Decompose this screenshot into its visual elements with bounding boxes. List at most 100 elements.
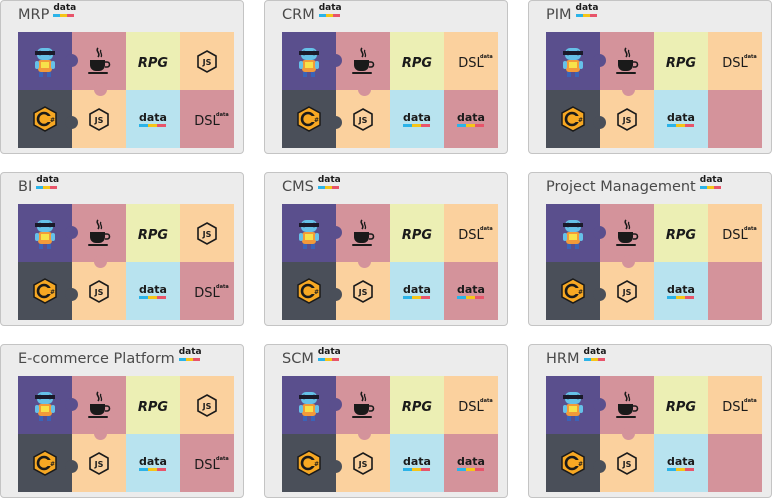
data-tile-logo: data	[667, 112, 695, 127]
puzzle-tile-java	[336, 376, 390, 440]
svg-text:#: #	[578, 117, 583, 124]
nodejs-icon: JS	[353, 107, 373, 131]
puzzle-tile-csharp: #	[546, 90, 606, 148]
data-logo-text: data	[317, 175, 341, 185]
puzzle-knob	[358, 83, 371, 96]
puzzle-knob	[94, 83, 107, 96]
puzzle-tile-mascot	[546, 204, 606, 262]
puzzle-card[interactable]: PIM data RPG DSL data # JS data	[528, 0, 772, 154]
puzzle-tile-empty	[702, 434, 762, 492]
puzzle-knob	[329, 54, 342, 67]
java-cup-icon	[616, 391, 639, 418]
puzzle-tile-data: data	[648, 428, 708, 492]
puzzle-tile-node: JS	[600, 84, 654, 148]
puzzle-tile-java	[600, 204, 654, 268]
csharp-icon: #	[297, 106, 321, 132]
puzzle-grid: RPG JS # JS data DSL data	[18, 376, 234, 492]
dsl-data-superscript: data	[216, 455, 229, 462]
data-tile-stripe	[457, 295, 485, 299]
puzzle-knob	[622, 427, 635, 440]
data-logo-stripe	[575, 14, 597, 17]
data-logo-stripe	[53, 14, 75, 17]
puzzle-grid: RPG DSL data # JS data	[546, 376, 762, 492]
card-title: HRM data	[546, 347, 607, 368]
puzzle-card[interactable]: SCM data RPG DSL data # JS data data	[264, 344, 508, 498]
puzzle-knob	[329, 226, 342, 239]
java-cup-icon	[88, 391, 111, 418]
puzzle-tile-dsl: DSL data	[174, 262, 234, 320]
data-tile-text: data	[139, 454, 167, 468]
puzzle-knob	[622, 83, 635, 96]
puzzle-knob	[94, 427, 107, 440]
data-logo-icon: data	[178, 348, 202, 361]
svg-text:JS: JS	[94, 460, 104, 469]
puzzle-tile-mascot	[18, 204, 78, 262]
java-cup-icon	[352, 219, 375, 246]
dsl-data-superscript: data	[480, 53, 493, 60]
csharp-icon: #	[33, 278, 57, 304]
data-logo-text: data	[318, 3, 342, 13]
data-tile-stripe	[139, 467, 167, 471]
data-tile-logo: data	[667, 456, 695, 471]
nodejs-icon: JS	[353, 279, 373, 303]
data-logo-icon: data	[575, 4, 598, 17]
card-title-text: CRM	[282, 7, 315, 23]
puzzle-tile-empty	[702, 262, 762, 320]
data-tile-stripe	[667, 467, 695, 471]
java-cup-icon	[352, 391, 375, 418]
puzzle-tile-node: JS	[72, 428, 126, 492]
puzzle-knob	[65, 288, 78, 301]
data-tile-logo: data	[139, 284, 167, 299]
puzzle-tile-data: data	[384, 256, 444, 320]
puzzle-tile-dsl: DSL data	[174, 434, 234, 492]
data-logo-icon: data	[317, 175, 341, 189]
puzzle-card[interactable]: Project Management data RPG DSL data # JS …	[528, 172, 772, 326]
puzzle-card[interactable]: E-commerce Platform data RPG JS #	[0, 344, 244, 498]
dsl-label: DSL data	[194, 455, 229, 473]
puzzle-card[interactable]: HRM data RPG DSL data # JS data	[528, 344, 772, 498]
puzzle-grid: RPG JS # JS data DSL data	[18, 32, 234, 148]
puzzle-knob	[65, 54, 78, 67]
mascot-icon	[35, 48, 55, 77]
csharp-icon: #	[33, 106, 57, 132]
mascot-icon	[563, 392, 583, 421]
data-logo-icon: data	[699, 176, 723, 189]
data-tile-text: data	[457, 454, 485, 468]
puzzle-knob	[329, 398, 342, 411]
mascot-icon	[35, 392, 55, 421]
svg-text:#: #	[314, 117, 319, 124]
puzzle-tile-mascot	[282, 376, 342, 434]
mascot-icon	[563, 220, 583, 249]
puzzle-tile-data: data	[438, 262, 498, 320]
data-tile-logo: data	[457, 112, 485, 127]
data-logo-text: data	[36, 175, 60, 185]
puzzle-tile-rpg: RPG	[120, 32, 180, 90]
puzzle-knob	[65, 398, 78, 411]
puzzle-card[interactable]: MRP data RPG JS # JS da	[0, 0, 244, 154]
puzzle-tile-csharp: #	[546, 434, 606, 492]
rpg-label: RPG	[137, 55, 169, 71]
puzzle-card[interactable]: CMS data RPG DSL data # JS data data	[264, 172, 508, 326]
card-title: CRM data	[282, 3, 342, 24]
puzzle-tile-empty	[702, 90, 762, 148]
dsl-label: DSL data	[194, 283, 229, 301]
svg-text:JS: JS	[622, 460, 632, 469]
puzzle-tile-java	[600, 376, 654, 440]
puzzle-tile-node: JS	[174, 204, 234, 262]
svg-text:#: #	[578, 289, 583, 296]
puzzle-tile-node: JS	[72, 256, 126, 320]
puzzle-tile-rpg: RPG	[384, 376, 444, 434]
puzzle-knob	[358, 255, 371, 268]
puzzle-tile-rpg: RPG	[384, 204, 444, 262]
data-logo-text: data	[583, 347, 607, 357]
nodejs-icon: JS	[89, 107, 109, 131]
data-logo-icon: data	[583, 347, 607, 361]
puzzle-card[interactable]: CRM data RPG DSL data # JS data data	[264, 0, 508, 154]
card-title: Project Management data	[546, 176, 723, 196]
puzzle-tile-dsl: DSL data	[438, 204, 498, 262]
puzzle-card[interactable]: BI data RPG JS # JS dat	[0, 172, 244, 326]
puzzle-knob	[622, 255, 635, 268]
rpg-label: RPG	[665, 55, 697, 71]
card-title-text: BI	[18, 179, 33, 195]
puzzle-tile-java	[336, 204, 390, 268]
